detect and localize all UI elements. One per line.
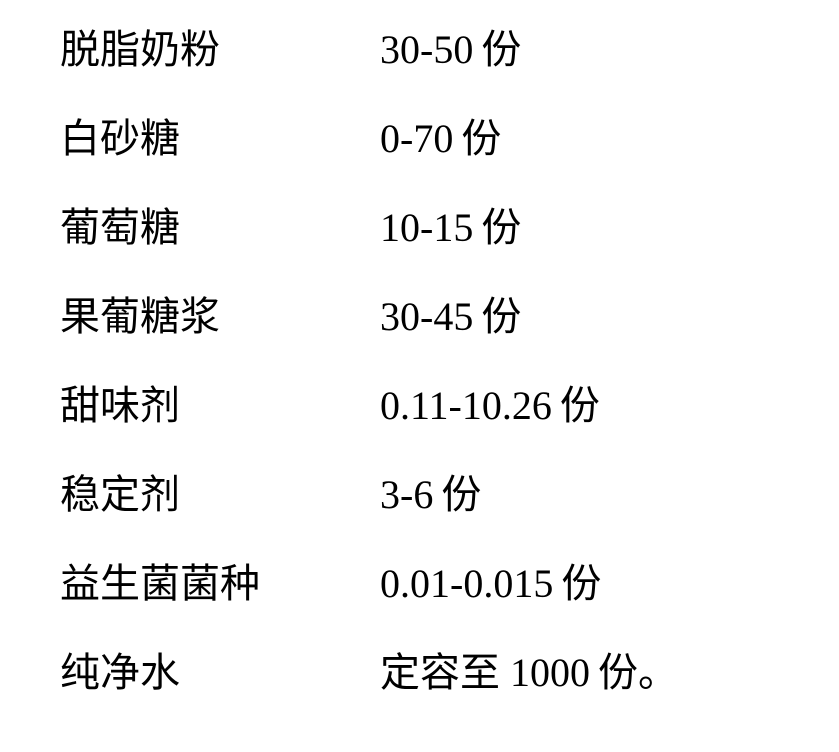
- ingredient-label: 甜味剂: [60, 386, 380, 426]
- ingredient-value: 30-45份: [380, 297, 779, 337]
- value-unit: 份。: [598, 650, 678, 695]
- value-unit: 份: [481, 294, 521, 339]
- ingredient-value: 0.11-10.26份: [380, 386, 779, 426]
- ingredient-value: 3-6份: [380, 475, 779, 515]
- ingredient-value: 0.01-0.015份: [380, 564, 779, 604]
- value-number: 10-15: [380, 205, 473, 250]
- value-number: 0.01-0.015: [380, 561, 553, 606]
- table-row: 纯净水 定容至 1000份。: [60, 653, 779, 693]
- value-number: 30-45: [380, 294, 473, 339]
- ingredient-label: 葡萄糖: [60, 208, 380, 248]
- ingredient-value: 30-50份: [380, 30, 779, 70]
- ingredient-label: 纯净水: [60, 653, 380, 693]
- value-number: 0.11-10.26: [380, 383, 552, 428]
- table-row: 果葡糖浆 30-45份: [60, 297, 779, 337]
- table-row: 益生菌菌种 0.01-0.015份: [60, 564, 779, 604]
- value-number: 定容至 1000: [380, 650, 590, 695]
- table-row: 稳定剂 3-6份: [60, 475, 779, 515]
- ingredient-label: 脱脂奶粉: [60, 30, 380, 70]
- table-row: 甜味剂 0.11-10.26份: [60, 386, 779, 426]
- value-unit: 份: [561, 561, 601, 606]
- ingredient-table: 脱脂奶粉 30-50份 白砂糖 0-70份 葡萄糖 10-15份 果葡糖浆 30…: [0, 0, 839, 723]
- value-number: 3-6: [380, 472, 433, 517]
- ingredient-label: 白砂糖: [60, 119, 380, 159]
- ingredient-label: 稳定剂: [60, 475, 380, 515]
- ingredient-value: 0-70份: [380, 119, 779, 159]
- ingredient-value: 10-15份: [380, 208, 779, 248]
- value-unit: 份: [481, 205, 521, 250]
- value-unit: 份: [461, 116, 501, 161]
- value-unit: 份: [441, 472, 481, 517]
- ingredient-value: 定容至 1000份。: [380, 653, 779, 693]
- ingredient-label: 益生菌菌种: [60, 564, 380, 604]
- table-row: 葡萄糖 10-15份: [60, 208, 779, 248]
- value-unit: 份: [560, 383, 600, 428]
- table-row: 白砂糖 0-70份: [60, 119, 779, 159]
- ingredient-label: 果葡糖浆: [60, 297, 380, 337]
- value-number: 30-50: [380, 27, 473, 72]
- value-unit: 份: [481, 27, 521, 72]
- table-row: 脱脂奶粉 30-50份: [60, 30, 779, 70]
- value-number: 0-70: [380, 116, 453, 161]
